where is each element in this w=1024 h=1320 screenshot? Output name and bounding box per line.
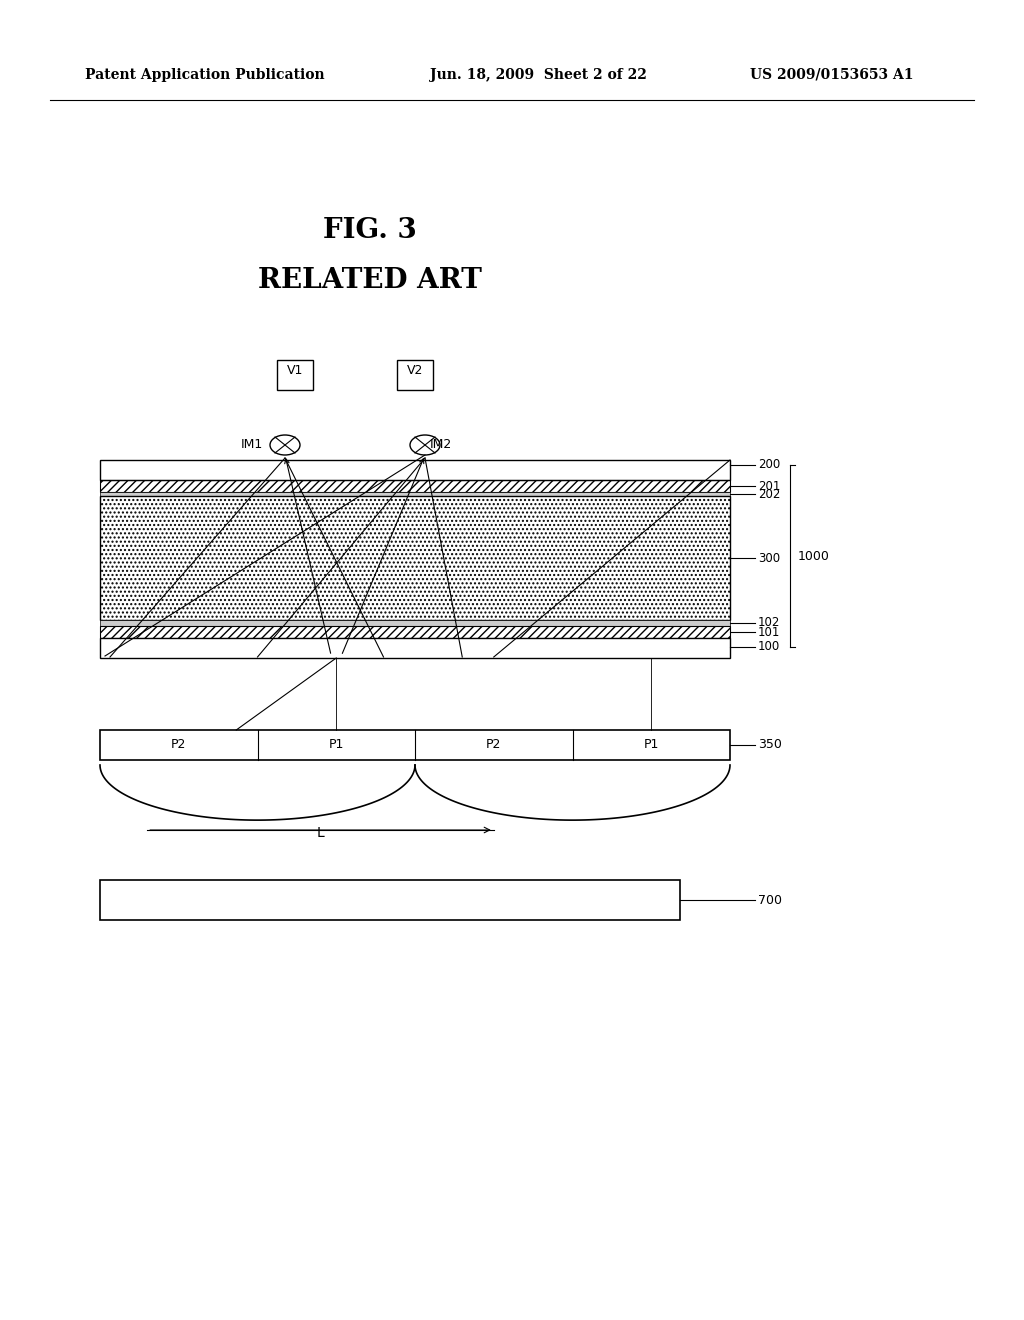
Bar [100,730,730,760]
Ellipse shape [410,436,440,455]
Bar [100,459,730,480]
Text: Patent Application Publication: Patent Application Publication [85,69,325,82]
Bar [100,620,730,626]
Text: P2: P2 [486,738,502,751]
Text: 700: 700 [758,894,782,907]
Text: 100: 100 [758,640,780,653]
Bar [100,626,730,638]
Bar [100,880,680,920]
Text: 101: 101 [758,626,780,639]
Text: IM1: IM1 [241,438,263,451]
Text: P2: P2 [171,738,186,751]
Text: IM2: IM2 [430,438,453,451]
Text: V1: V1 [287,363,303,376]
Text: 202: 202 [758,487,780,500]
Ellipse shape [270,436,300,455]
Bar [397,360,433,389]
Text: L: L [316,826,325,840]
Text: 350: 350 [758,738,782,751]
Text: 200: 200 [758,458,780,471]
Text: 300: 300 [758,552,780,565]
Text: RELATED ART: RELATED ART [258,267,482,293]
Text: P1: P1 [329,738,344,751]
Bar [100,480,730,492]
Text: P1: P1 [643,738,658,751]
Text: Jun. 18, 2009  Sheet 2 of 22: Jun. 18, 2009 Sheet 2 of 22 [430,69,647,82]
Text: FIG. 3: FIG. 3 [324,216,417,243]
Text: 102: 102 [758,616,780,630]
Bar [278,360,313,389]
Text: 201: 201 [758,479,780,492]
Text: 1000: 1000 [798,549,829,562]
Text: V2: V2 [407,363,423,376]
Bar [100,638,730,657]
Bar [100,496,730,620]
Bar [100,492,730,496]
Text: US 2009/0153653 A1: US 2009/0153653 A1 [750,69,913,82]
